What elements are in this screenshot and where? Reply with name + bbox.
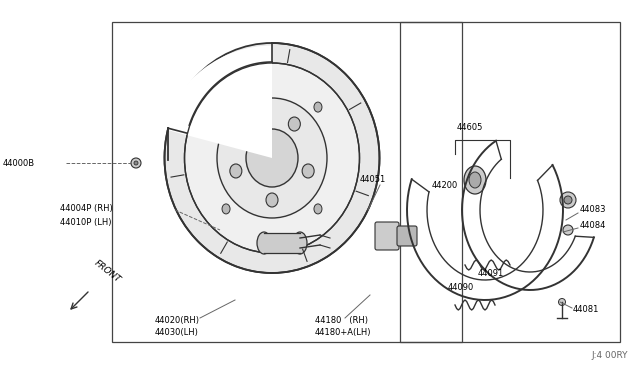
Ellipse shape [289,117,300,131]
FancyBboxPatch shape [264,233,300,253]
Ellipse shape [314,204,322,214]
Text: J:4 00RY: J:4 00RY [591,351,628,360]
Ellipse shape [230,164,242,178]
Ellipse shape [257,232,271,254]
Ellipse shape [293,232,307,254]
Circle shape [564,196,572,204]
Text: 44084: 44084 [580,221,606,230]
Wedge shape [163,45,272,158]
Text: 44180+A(LH): 44180+A(LH) [315,328,371,337]
Text: 44605: 44605 [457,124,483,132]
Ellipse shape [266,193,278,207]
Ellipse shape [464,166,486,194]
Ellipse shape [469,172,481,188]
FancyBboxPatch shape [375,222,399,250]
Text: 44004P (RH): 44004P (RH) [60,203,113,212]
Ellipse shape [246,129,298,187]
FancyBboxPatch shape [397,226,417,246]
Text: 44081: 44081 [573,305,600,314]
Text: 44083: 44083 [580,205,607,215]
Ellipse shape [302,164,314,178]
Ellipse shape [222,102,230,112]
Text: 44091: 44091 [478,269,504,278]
Circle shape [563,225,573,235]
Ellipse shape [184,63,360,253]
Text: 44090: 44090 [448,283,474,292]
Ellipse shape [164,43,380,273]
Circle shape [131,158,141,168]
Text: 44010P (LH): 44010P (LH) [60,218,111,227]
Ellipse shape [222,204,230,214]
Text: 44180   (RH): 44180 (RH) [315,315,368,324]
Circle shape [134,161,138,165]
Circle shape [560,192,576,208]
Ellipse shape [244,117,255,131]
Text: 44200: 44200 [432,180,458,189]
Ellipse shape [217,98,327,218]
Text: 44051: 44051 [360,176,387,185]
Text: 44000B: 44000B [3,158,35,167]
Text: 44030(LH): 44030(LH) [155,328,199,337]
Ellipse shape [314,102,322,112]
Circle shape [559,298,566,305]
Text: FRONT: FRONT [93,259,123,285]
Text: 44020(RH): 44020(RH) [155,315,200,324]
